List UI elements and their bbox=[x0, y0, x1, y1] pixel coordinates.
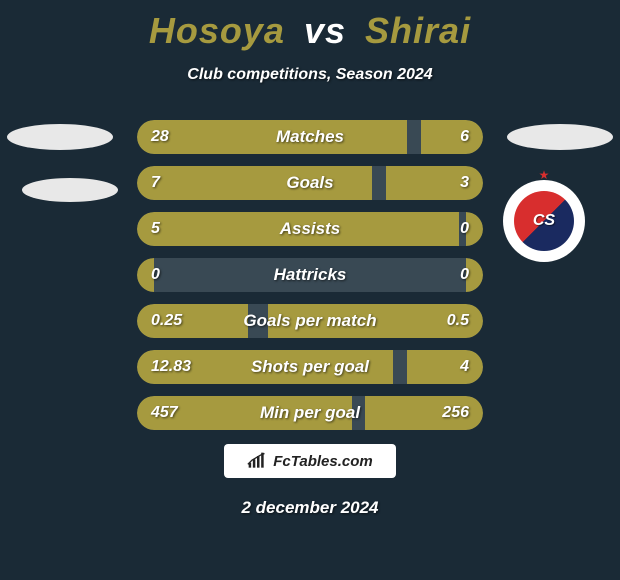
player1-name: Hosoya bbox=[149, 10, 285, 51]
team-logo-left-shape-2 bbox=[22, 178, 118, 202]
date-text: 2 december 2024 bbox=[0, 498, 620, 518]
stat-row: 12.834Shots per goal bbox=[137, 350, 483, 384]
stat-label: Goals per match bbox=[137, 304, 483, 338]
watermark-text: FcTables.com bbox=[273, 453, 372, 470]
stat-label: Min per goal bbox=[137, 396, 483, 430]
stat-row: 286Matches bbox=[137, 120, 483, 154]
comparison-title: Hosoya vs Shirai bbox=[0, 0, 620, 52]
watermark: FcTables.com bbox=[224, 444, 396, 478]
stat-row: 0.250.5Goals per match bbox=[137, 304, 483, 338]
subtitle: Club competitions, Season 2024 bbox=[0, 66, 620, 84]
badge-text: CS bbox=[533, 212, 555, 230]
stat-row: 00Hattricks bbox=[137, 258, 483, 292]
stat-label: Hattricks bbox=[137, 258, 483, 292]
stat-row: 50Assists bbox=[137, 212, 483, 246]
team-logo-right-shape bbox=[507, 124, 613, 150]
stat-label: Goals bbox=[137, 166, 483, 200]
chart-icon bbox=[247, 452, 267, 470]
stat-label: Assists bbox=[137, 212, 483, 246]
player2-name: Shirai bbox=[365, 10, 471, 51]
stat-label: Matches bbox=[137, 120, 483, 154]
team-logo-left-shape-1 bbox=[7, 124, 113, 150]
vs-separator: vs bbox=[304, 10, 346, 51]
team-badge-right: ★ CS bbox=[503, 180, 585, 262]
team-badge-inner: CS bbox=[514, 191, 574, 251]
stats-container: 286Matches 73Goals 50Assists 00Hattricks 0.2… bbox=[137, 120, 483, 442]
star-icon: ★ bbox=[539, 168, 550, 182]
stat-row: 457256Min per goal bbox=[137, 396, 483, 430]
stat-label: Shots per goal bbox=[137, 350, 483, 384]
stat-row: 73Goals bbox=[137, 166, 483, 200]
